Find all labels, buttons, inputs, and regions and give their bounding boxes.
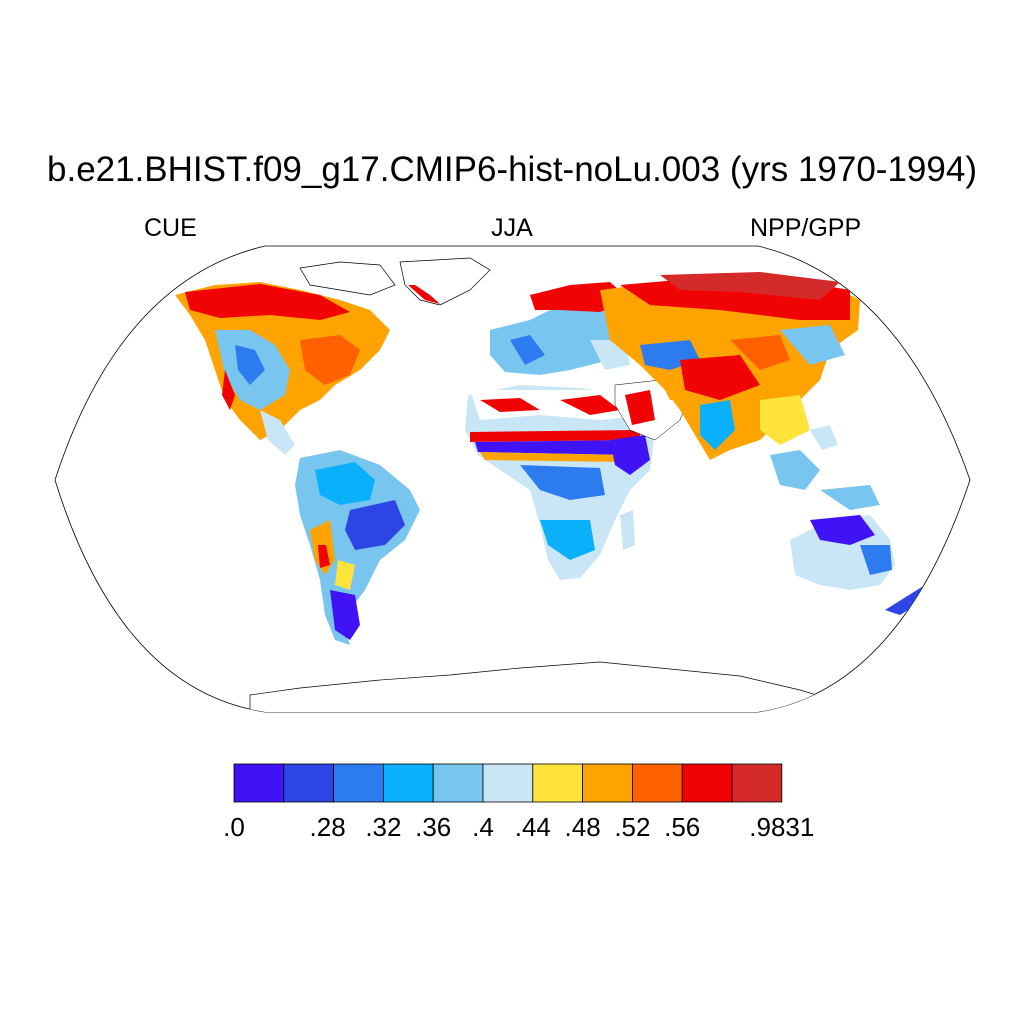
colorbar-tick-label: .32 [365, 812, 402, 842]
colorbar [233, 763, 783, 803]
colorbar-box-9 [681, 763, 733, 803]
center-string: JJA [491, 214, 533, 242]
colorbar-box-6 [532, 763, 583, 803]
colorbar-box-0 [233, 763, 285, 803]
colorbar-box-3 [382, 763, 434, 803]
colorbar-box-5 [482, 763, 534, 803]
colorbar-tick-label: .56 [664, 812, 701, 842]
south-america-landmass [295, 450, 420, 645]
colorbar-box-1 [283, 763, 334, 803]
colorbar-tick-label: .4 [472, 812, 494, 842]
colorbar-tick-label: .9831 [749, 812, 815, 842]
colorbar-box-8 [632, 763, 683, 803]
southeast-asia-islands [770, 425, 880, 510]
australia-landmass [790, 515, 932, 615]
colorbar-tick-label: .52 [614, 812, 651, 842]
colorbar-tick-label: .28 [309, 812, 346, 842]
north-america-landmass [175, 282, 390, 455]
antarctica-outline [249, 661, 851, 712]
arctic-islands-outline [299, 261, 396, 296]
plot-title: b.e21.BHIST.f09_g17.CMIP6-hist-noLu.003 … [47, 150, 977, 189]
colorbar-tick-label: .48 [564, 812, 601, 842]
right-string: NPP/GPP [750, 214, 862, 242]
greenland-landmass [399, 257, 491, 306]
colorbar-box-4 [432, 763, 484, 803]
colorbar-box-7 [582, 763, 633, 803]
colorbar-box-2 [333, 763, 384, 803]
left-string: CUE [144, 214, 197, 242]
colorbar-tick-label: .36 [415, 812, 452, 842]
colorbar-tick-label: .0 [223, 812, 245, 842]
africa-landmass [465, 385, 655, 580]
asia-landmass [600, 272, 860, 460]
colorbar-box-10 [731, 763, 783, 803]
colorbar-tick-label: .44 [514, 812, 551, 842]
